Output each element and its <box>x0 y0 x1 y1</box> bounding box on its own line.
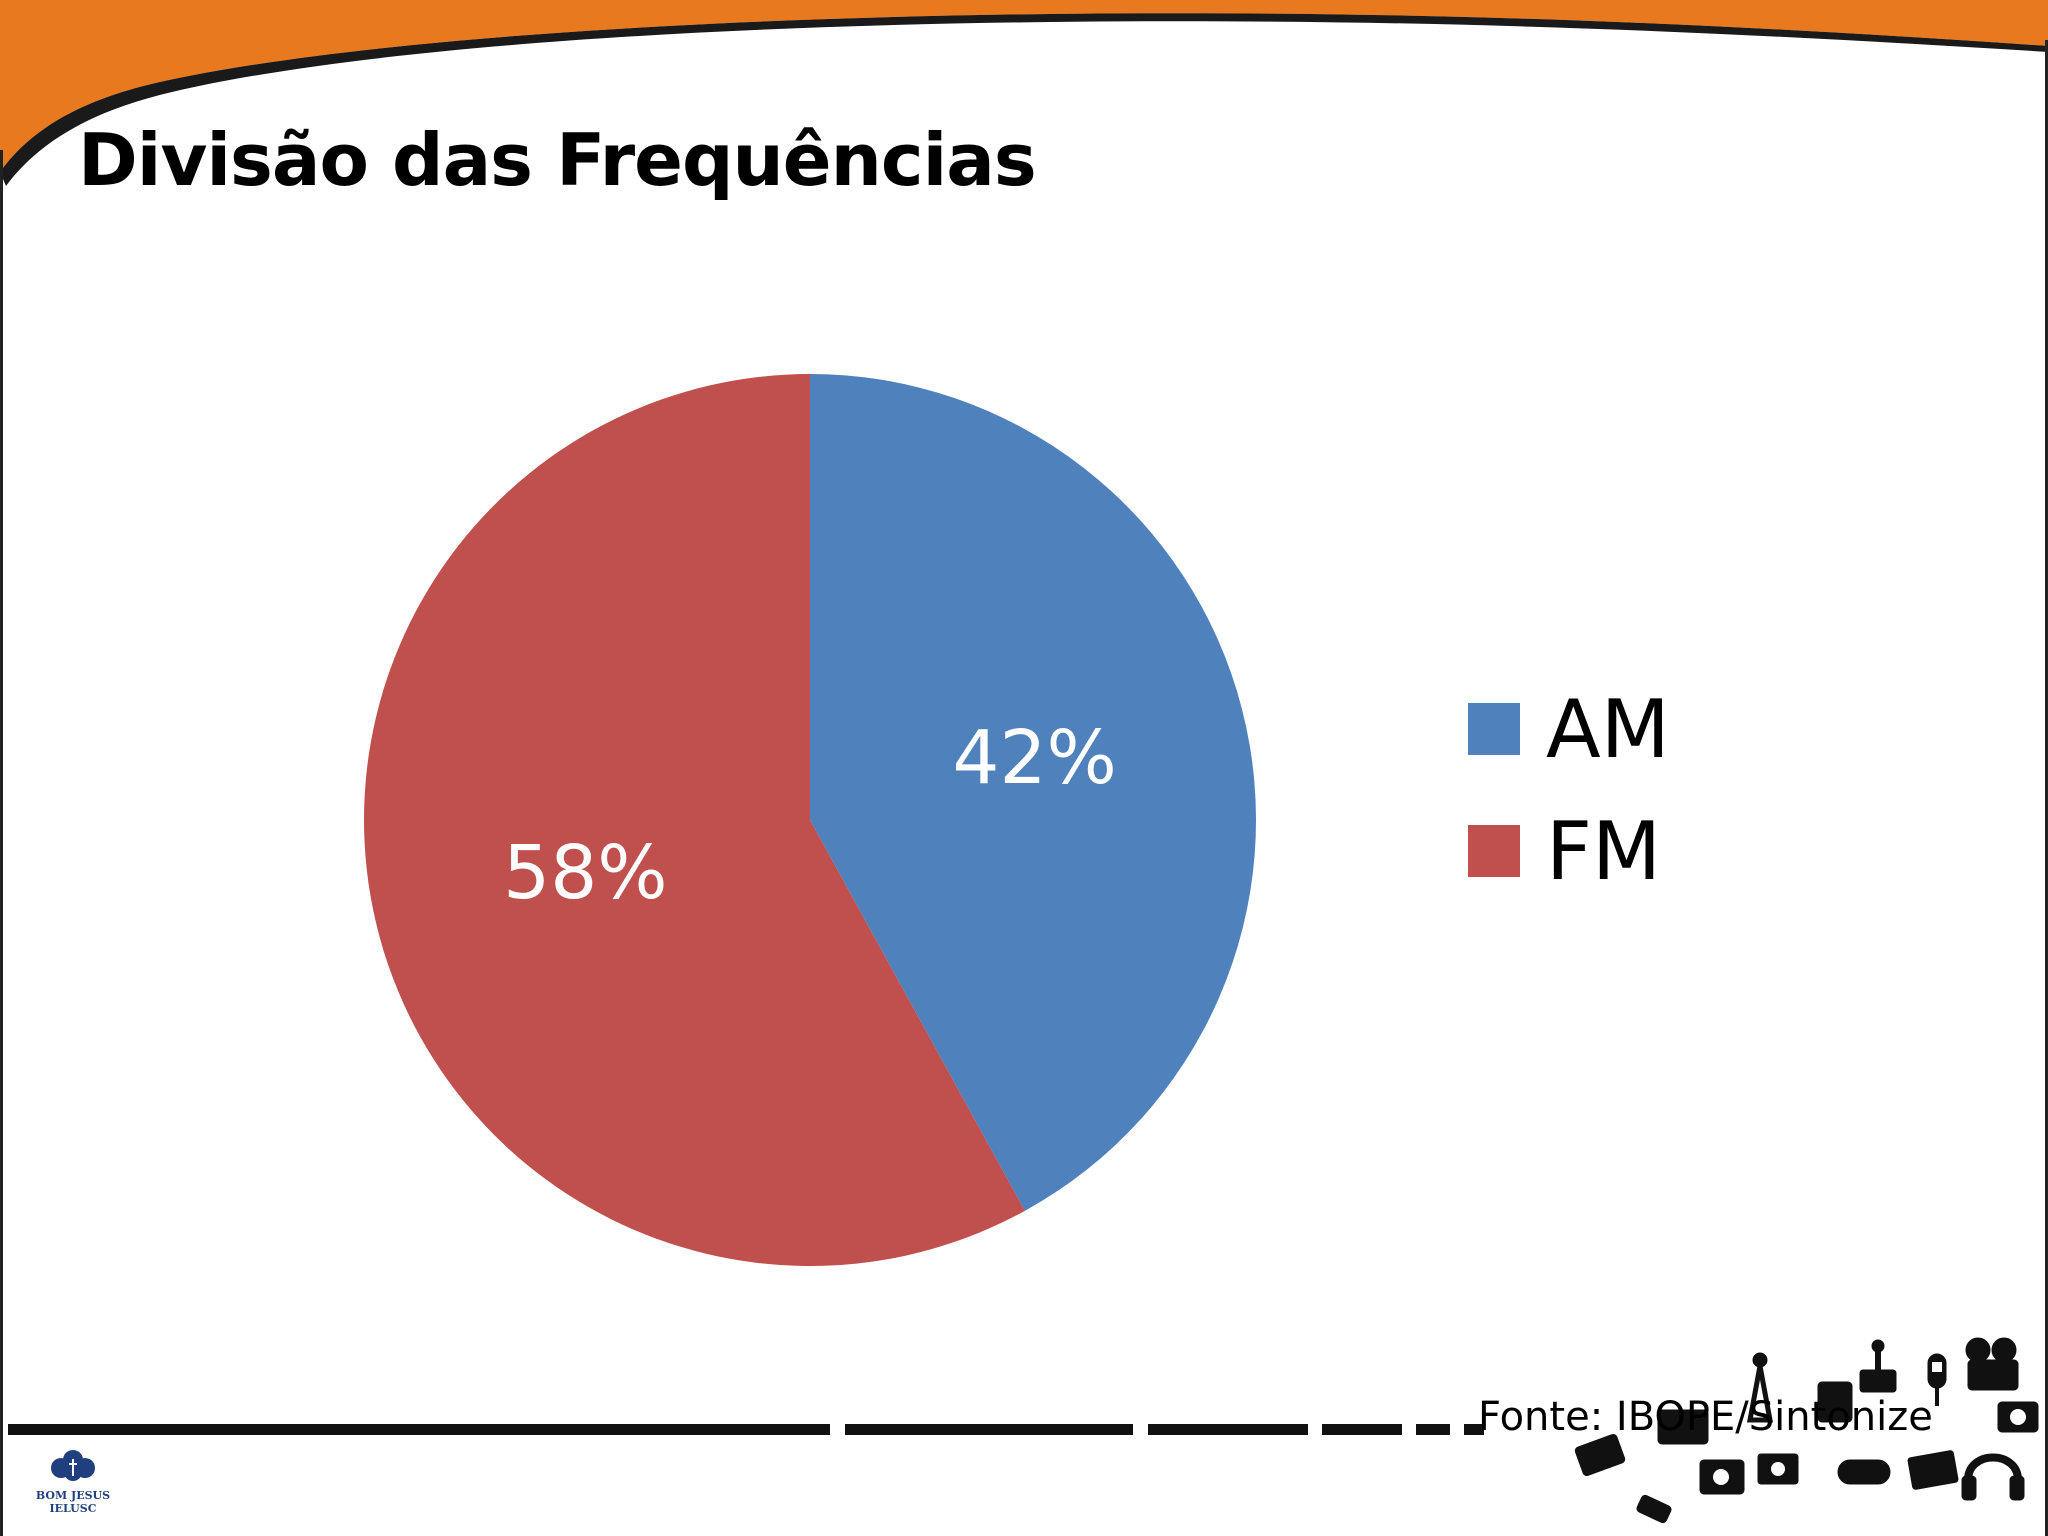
logo-text-line-2: IELUSC <box>50 1502 97 1515</box>
chart-legend: AM FM <box>1468 668 1670 912</box>
source-note: Fonte: IBOPE/Sintonize <box>1478 1394 1933 1440</box>
legend-swatch-am <box>1468 703 1520 755</box>
headphones-icon <box>1961 1475 1977 1501</box>
frame-border-left <box>0 150 3 1536</box>
remote-icon <box>1636 1494 1672 1524</box>
video-camera-icon <box>1967 1359 2019 1391</box>
legend-item-am: AM <box>1468 668 1670 790</box>
legend-swatch-fm <box>1468 825 1520 877</box>
pie-slice-fm <box>364 374 1025 1266</box>
bottom-dashed-rule <box>8 1424 1484 1435</box>
logo-emblem-icon <box>51 1450 95 1481</box>
tv-icon <box>1574 1434 1626 1476</box>
logo-text-line-1: BOM JESUS <box>36 1489 110 1502</box>
headphones-icon <box>1964 1453 2022 1481</box>
pie-slices <box>364 374 1257 1266</box>
headphones-icon <box>2009 1475 2025 1501</box>
radio-tower-icon <box>1746 1365 1774 1423</box>
radio-tower-icon <box>1752 1352 1768 1368</box>
joystick-icon <box>1871 1339 1885 1353</box>
phone-icon <box>1817 1381 1853 1423</box>
gamepad-icon <box>1837 1459 1891 1485</box>
legend-label-fm: FM <box>1546 804 1662 898</box>
banner-orange-shape <box>0 0 2048 172</box>
joystick-icon <box>1859 1369 1897 1393</box>
pie-labels: 42% 58% <box>503 715 1117 916</box>
pie-chart: 42% 58% <box>364 374 1257 1266</box>
slide-title: Divisão das Frequências <box>78 118 1037 202</box>
top-banner <box>0 0 2048 186</box>
pie-slice-am <box>810 374 1257 1211</box>
legend-label-am: AM <box>1546 682 1670 776</box>
pie-label-am: 42% <box>952 715 1116 801</box>
video-camera-icon <box>1991 1337 2017 1363</box>
bom-jesus-ielusc-logo: BOM JESUS IELUSC <box>36 1450 110 1515</box>
video-camera-icon <box>1965 1337 1991 1363</box>
frame-border-right <box>2045 40 2048 1536</box>
legend-item-fm: FM <box>1468 790 1670 912</box>
pie-label-fm: 58% <box>503 830 667 916</box>
laptop-icon <box>1907 1450 1959 1490</box>
media-devices-icon <box>1574 1337 2039 1524</box>
tv-icon <box>1657 1409 1709 1445</box>
